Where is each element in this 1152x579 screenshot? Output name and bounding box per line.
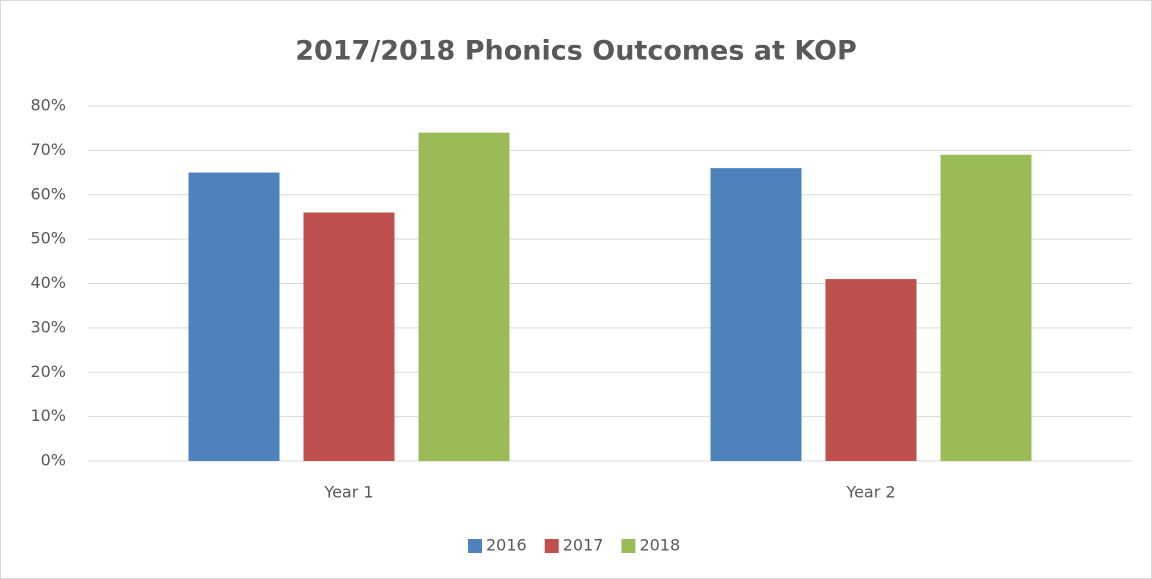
legend-label: 2016	[486, 536, 527, 555]
legend-label: 2017	[563, 536, 604, 555]
bar	[188, 172, 280, 461]
legend-swatch	[621, 539, 636, 553]
bar	[710, 168, 802, 461]
x-tick-label: Year 2	[845, 483, 895, 502]
legend-swatch	[544, 539, 559, 553]
bar	[940, 154, 1032, 461]
bar	[303, 212, 395, 461]
x-tick-label: Year 1	[323, 483, 373, 502]
y-tick-label: 50%	[30, 229, 66, 248]
y-tick-label: 10%	[30, 406, 66, 425]
y-tick-label: 80%	[30, 96, 66, 115]
legend-label: 2018	[639, 536, 680, 555]
y-tick-label: 20%	[30, 362, 66, 381]
bar	[825, 279, 917, 461]
chart-title: 2017/2018 Phonics Outcomes at KOP	[295, 36, 857, 67]
bar	[418, 132, 510, 461]
y-tick-label: 30%	[30, 317, 66, 336]
y-tick-label: 40%	[30, 273, 66, 292]
y-tick-label: 60%	[30, 184, 66, 203]
y-tick-label: 70%	[30, 140, 66, 159]
legend-swatch	[468, 539, 482, 553]
y-tick-label: 0%	[41, 451, 66, 470]
